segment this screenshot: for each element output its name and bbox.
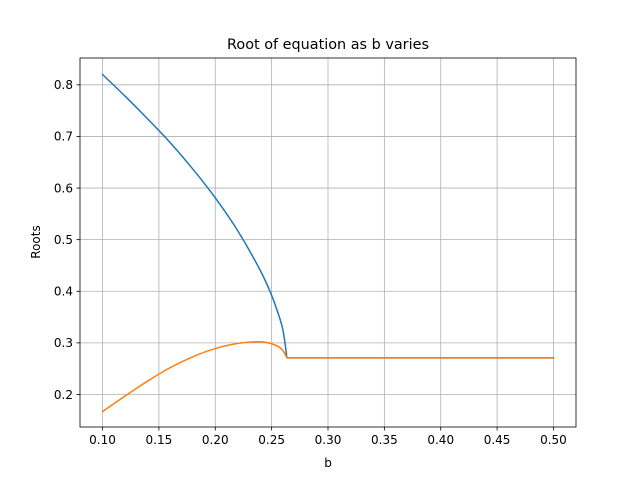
x-tick-label: 0.20 <box>202 433 229 447</box>
series-lines <box>101 73 555 413</box>
axis-ticks: 0.10 0.15 0.20 0.25 0.30 0.35 0.40 0.45 0.50 0.2 0… <box>54 78 567 447</box>
y-tick-label: 0.3 <box>54 336 73 350</box>
y-tick-label: 0.6 <box>54 181 73 195</box>
series-line-2 <box>101 341 555 413</box>
x-tick-label: 0.30 <box>315 433 342 447</box>
x-tick-label: 0.45 <box>484 433 511 447</box>
y-tick-label: 0.7 <box>54 130 73 144</box>
chart-title: Root of equation as b varies <box>227 37 429 53</box>
y-tick-label: 0.8 <box>54 78 73 92</box>
grid-lines <box>80 58 576 427</box>
y-tick-label: 0.4 <box>54 285 73 299</box>
x-tick-label: 0.40 <box>427 433 454 447</box>
x-axis-title: b <box>324 456 332 470</box>
series-line-1 <box>101 73 555 359</box>
x-tick-label: 0.25 <box>258 433 285 447</box>
x-tick-label: 0.15 <box>146 433 173 447</box>
x-tick-label: 0.10 <box>89 433 116 447</box>
y-tick-label: 0.2 <box>54 388 73 402</box>
y-axis-title: Roots <box>29 225 43 258</box>
y-tick-label: 0.5 <box>54 233 73 247</box>
x-tick-label: 0.35 <box>371 433 398 447</box>
x-tick-label: 0.50 <box>540 433 567 447</box>
